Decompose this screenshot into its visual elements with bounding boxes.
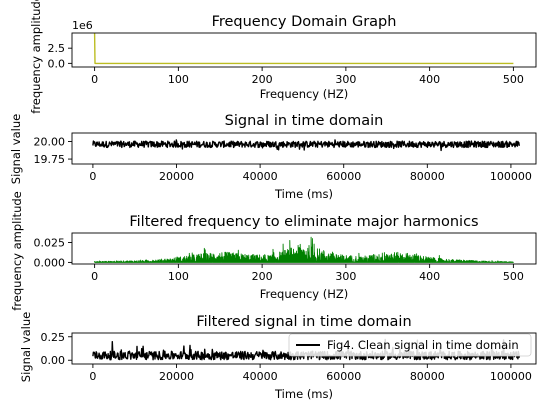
subplot-filtered-frequency: Filtered frequency to eliminate major ha… (10, 191, 537, 311)
subplot-4-ylabel: Signal value (19, 312, 33, 382)
subplot-3-axes: 0 100 200 300 400 500 0.000 0.025 (34, 232, 537, 283)
series-line (94, 236, 514, 263)
y-tick-label: 2.5 (48, 42, 66, 55)
x-tick-label: 60000 (326, 170, 361, 183)
x-tick-label: 200 (252, 73, 273, 86)
y-tick-label: 20.00 (34, 135, 66, 148)
legend: Fig4. Clean signal in time domain (288, 333, 532, 357)
x-tick-label: 500 (503, 73, 524, 86)
x-tick-label: 0 (89, 370, 96, 383)
x-tick-label: 300 (335, 270, 356, 283)
subplot-2-xlabel: Time (ms) (274, 187, 333, 201)
x-tick-label: 400 (419, 73, 440, 86)
y-tick-label: 0.0 (48, 57, 66, 70)
x-tick-label: 300 (335, 73, 356, 86)
subplot-time-domain: Signal in time domain Signal value Time … (9, 113, 537, 201)
subplot-1-offset-text: 1e6 (72, 19, 93, 32)
y-tick-label: 0.025 (34, 237, 66, 250)
subplot-4-xlabel: Time (ms) (274, 387, 333, 401)
x-tick-label: 200 (252, 270, 273, 283)
subplot-1-axes: 0 100 200 300 400 500 0.0 2.5 (48, 32, 537, 86)
x-tick-label: 80000 (410, 170, 445, 183)
subplot-2-title: Signal in time domain (225, 113, 384, 129)
subplot-1-title: Frequency Domain Graph (212, 14, 397, 30)
x-tick-label: 40000 (243, 170, 278, 183)
subplot-3-xlabel: Frequency (HZ) (260, 287, 349, 301)
y-tick-label: 0.000 (34, 256, 66, 269)
x-tick-label: 40000 (243, 370, 278, 383)
axes-frame (71, 32, 537, 68)
x-tick-label: 60000 (326, 370, 361, 383)
series-line (92, 139, 520, 152)
subplot-frequency-domain: Frequency Domain Graph 1e6 frequency amp… (29, 0, 537, 114)
x-tick-label: 0 (89, 170, 96, 183)
y-tick-label: 0.25 (41, 331, 66, 344)
subplot-4-title: Filtered signal in time domain (196, 314, 411, 330)
x-tick-label: 100 (168, 270, 189, 283)
legend-entry-label: Fig4. Clean signal in time domain (327, 338, 519, 352)
x-tick-label: 100000 (490, 370, 532, 383)
axes-frame (71, 332, 537, 365)
x-tick-label: 20000 (159, 170, 194, 183)
axes-frame (71, 232, 537, 265)
x-tick-label: 0 (91, 270, 98, 283)
series-line (93, 32, 514, 65)
legend-box (288, 333, 532, 357)
x-tick-label: 80000 (410, 370, 445, 383)
y-tick-label: 19.75 (34, 153, 66, 166)
x-tick-label: 100000 (490, 170, 532, 183)
x-tick-label: 100 (168, 73, 189, 86)
subplot-1-xlabel: Frequency (HZ) (260, 87, 349, 101)
subplot-filtered-signal: Filtered signal in time domain Signal va… (19, 312, 537, 401)
x-tick-label: 400 (419, 270, 440, 283)
x-tick-label: 500 (503, 270, 524, 283)
subplot-1-ylabel: frequency amplitude (29, 0, 43, 114)
x-tick-label: 0 (91, 73, 98, 86)
subplot-3-ylabel: frequency amplitude (10, 191, 24, 310)
y-tick-label: 0.00 (41, 354, 66, 367)
x-tick-label: 20000 (159, 370, 194, 383)
subplot-3-title: Filtered frequency to eliminate major ha… (129, 214, 478, 230)
subplot-2-axes: 0 20000 40000 60000 80000 100000 19.75 20.00 (34, 132, 537, 183)
axes-frame (71, 132, 537, 165)
subplot-2-ylabel: Signal value (9, 114, 23, 184)
